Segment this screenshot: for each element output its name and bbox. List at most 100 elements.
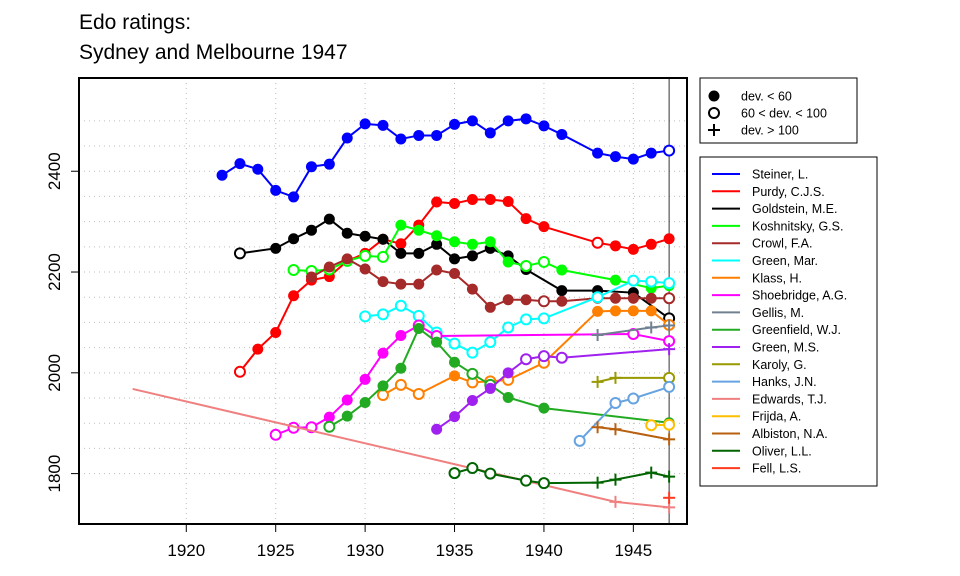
series-legend-label: Purdy, C.J.S. bbox=[752, 185, 825, 199]
data-point bbox=[431, 423, 443, 435]
data-point bbox=[449, 370, 461, 382]
data-point bbox=[449, 118, 461, 130]
data-point bbox=[591, 291, 604, 304]
data-point bbox=[537, 350, 550, 363]
series-5 bbox=[359, 274, 676, 359]
data-point bbox=[252, 163, 264, 175]
series-legend-label: Karoly, G. bbox=[752, 358, 807, 372]
data-point bbox=[502, 256, 514, 268]
data-point bbox=[484, 193, 496, 205]
series-line bbox=[436, 348, 670, 431]
series-10 bbox=[431, 343, 676, 435]
data-point bbox=[591, 421, 604, 434]
data-point bbox=[609, 305, 621, 317]
series-legend-label: Gellis, M. bbox=[752, 306, 804, 320]
series-legend-label: Edwards, T.J. bbox=[752, 392, 827, 406]
x-tick-label: 1945 bbox=[614, 541, 652, 560]
series-legend-label: Green, M.S. bbox=[752, 341, 819, 355]
data-point bbox=[395, 133, 407, 145]
data-point bbox=[270, 242, 282, 254]
series-legend-label: Albiston, N.A. bbox=[752, 427, 828, 441]
data-point bbox=[395, 219, 407, 231]
marker-legend-label: dev. > 100 bbox=[741, 124, 799, 138]
x-tick-label: 1930 bbox=[346, 541, 384, 560]
data-point bbox=[359, 249, 372, 262]
data-point bbox=[448, 467, 461, 480]
data-point bbox=[663, 144, 676, 157]
data-point bbox=[627, 243, 639, 255]
marker-legend-label: dev. < 60 bbox=[741, 90, 792, 104]
data-point bbox=[537, 295, 550, 308]
data-point bbox=[288, 191, 300, 203]
data-point bbox=[556, 264, 568, 276]
data-point bbox=[323, 213, 335, 225]
series-11 bbox=[591, 371, 676, 388]
data-point bbox=[502, 195, 514, 207]
data-point bbox=[449, 197, 461, 209]
data-point bbox=[412, 309, 425, 322]
data-point bbox=[645, 321, 658, 334]
data-point bbox=[556, 285, 568, 297]
data-point bbox=[663, 433, 676, 446]
series-9 bbox=[323, 322, 675, 433]
data-point bbox=[377, 308, 389, 321]
y-tick-label: 2400 bbox=[45, 152, 64, 190]
data-point bbox=[233, 365, 246, 378]
data-point bbox=[323, 261, 335, 273]
series-line bbox=[132, 387, 670, 509]
data-point bbox=[520, 353, 533, 366]
marker-legend-symbol bbox=[708, 107, 720, 119]
data-point bbox=[341, 132, 353, 144]
data-point bbox=[484, 301, 496, 313]
data-point bbox=[234, 158, 246, 170]
data-point bbox=[341, 227, 353, 239]
data-point bbox=[449, 356, 461, 368]
data-point bbox=[609, 151, 621, 163]
data-point bbox=[341, 394, 353, 406]
data-point bbox=[502, 367, 514, 379]
data-point bbox=[377, 233, 389, 245]
data-point bbox=[609, 240, 621, 252]
data-point bbox=[627, 292, 639, 304]
data-point bbox=[288, 233, 300, 245]
data-point bbox=[377, 119, 389, 131]
data-point bbox=[287, 264, 300, 277]
data-point bbox=[394, 378, 407, 391]
x-tick-label: 1925 bbox=[257, 541, 295, 560]
data-point bbox=[305, 224, 317, 236]
data-point bbox=[591, 375, 604, 388]
data-point bbox=[377, 276, 389, 288]
marker-legend-label: 60 < dev. < 100 bbox=[741, 107, 827, 121]
series-legend-box bbox=[699, 156, 878, 487]
data-point bbox=[556, 295, 568, 307]
data-point bbox=[359, 263, 371, 275]
data-point bbox=[645, 238, 657, 250]
chart-title: Edo ratings: bbox=[79, 11, 192, 34]
data-point bbox=[609, 274, 621, 286]
data-point bbox=[484, 382, 496, 394]
series-legend-label: Greenfield, W.J. bbox=[752, 323, 841, 337]
data-point bbox=[466, 283, 478, 295]
data-point bbox=[591, 236, 604, 249]
data-point bbox=[537, 477, 550, 490]
data-point bbox=[252, 343, 264, 355]
data-point bbox=[359, 373, 371, 385]
data-point bbox=[627, 274, 640, 287]
data-point bbox=[609, 397, 622, 410]
marker-legend-symbol bbox=[708, 124, 720, 136]
data-point bbox=[431, 196, 443, 208]
marker-legend: dev. < 60 60 < dev. < 100 dev. > 100 bbox=[699, 77, 858, 144]
data-point bbox=[466, 367, 479, 380]
series-legend-label: Shoebridge, A.G. bbox=[752, 289, 847, 303]
data-point bbox=[359, 310, 372, 323]
series-legend-label: Klass, H. bbox=[752, 271, 802, 285]
data-point bbox=[395, 238, 407, 250]
data-point bbox=[556, 128, 568, 140]
data-point bbox=[538, 120, 550, 132]
y-tick-label: 2000 bbox=[45, 354, 64, 392]
data-point bbox=[609, 423, 622, 436]
data-point bbox=[466, 238, 478, 250]
data-point bbox=[466, 115, 478, 127]
marker-legend-box bbox=[699, 77, 858, 144]
series-15 bbox=[591, 421, 676, 446]
